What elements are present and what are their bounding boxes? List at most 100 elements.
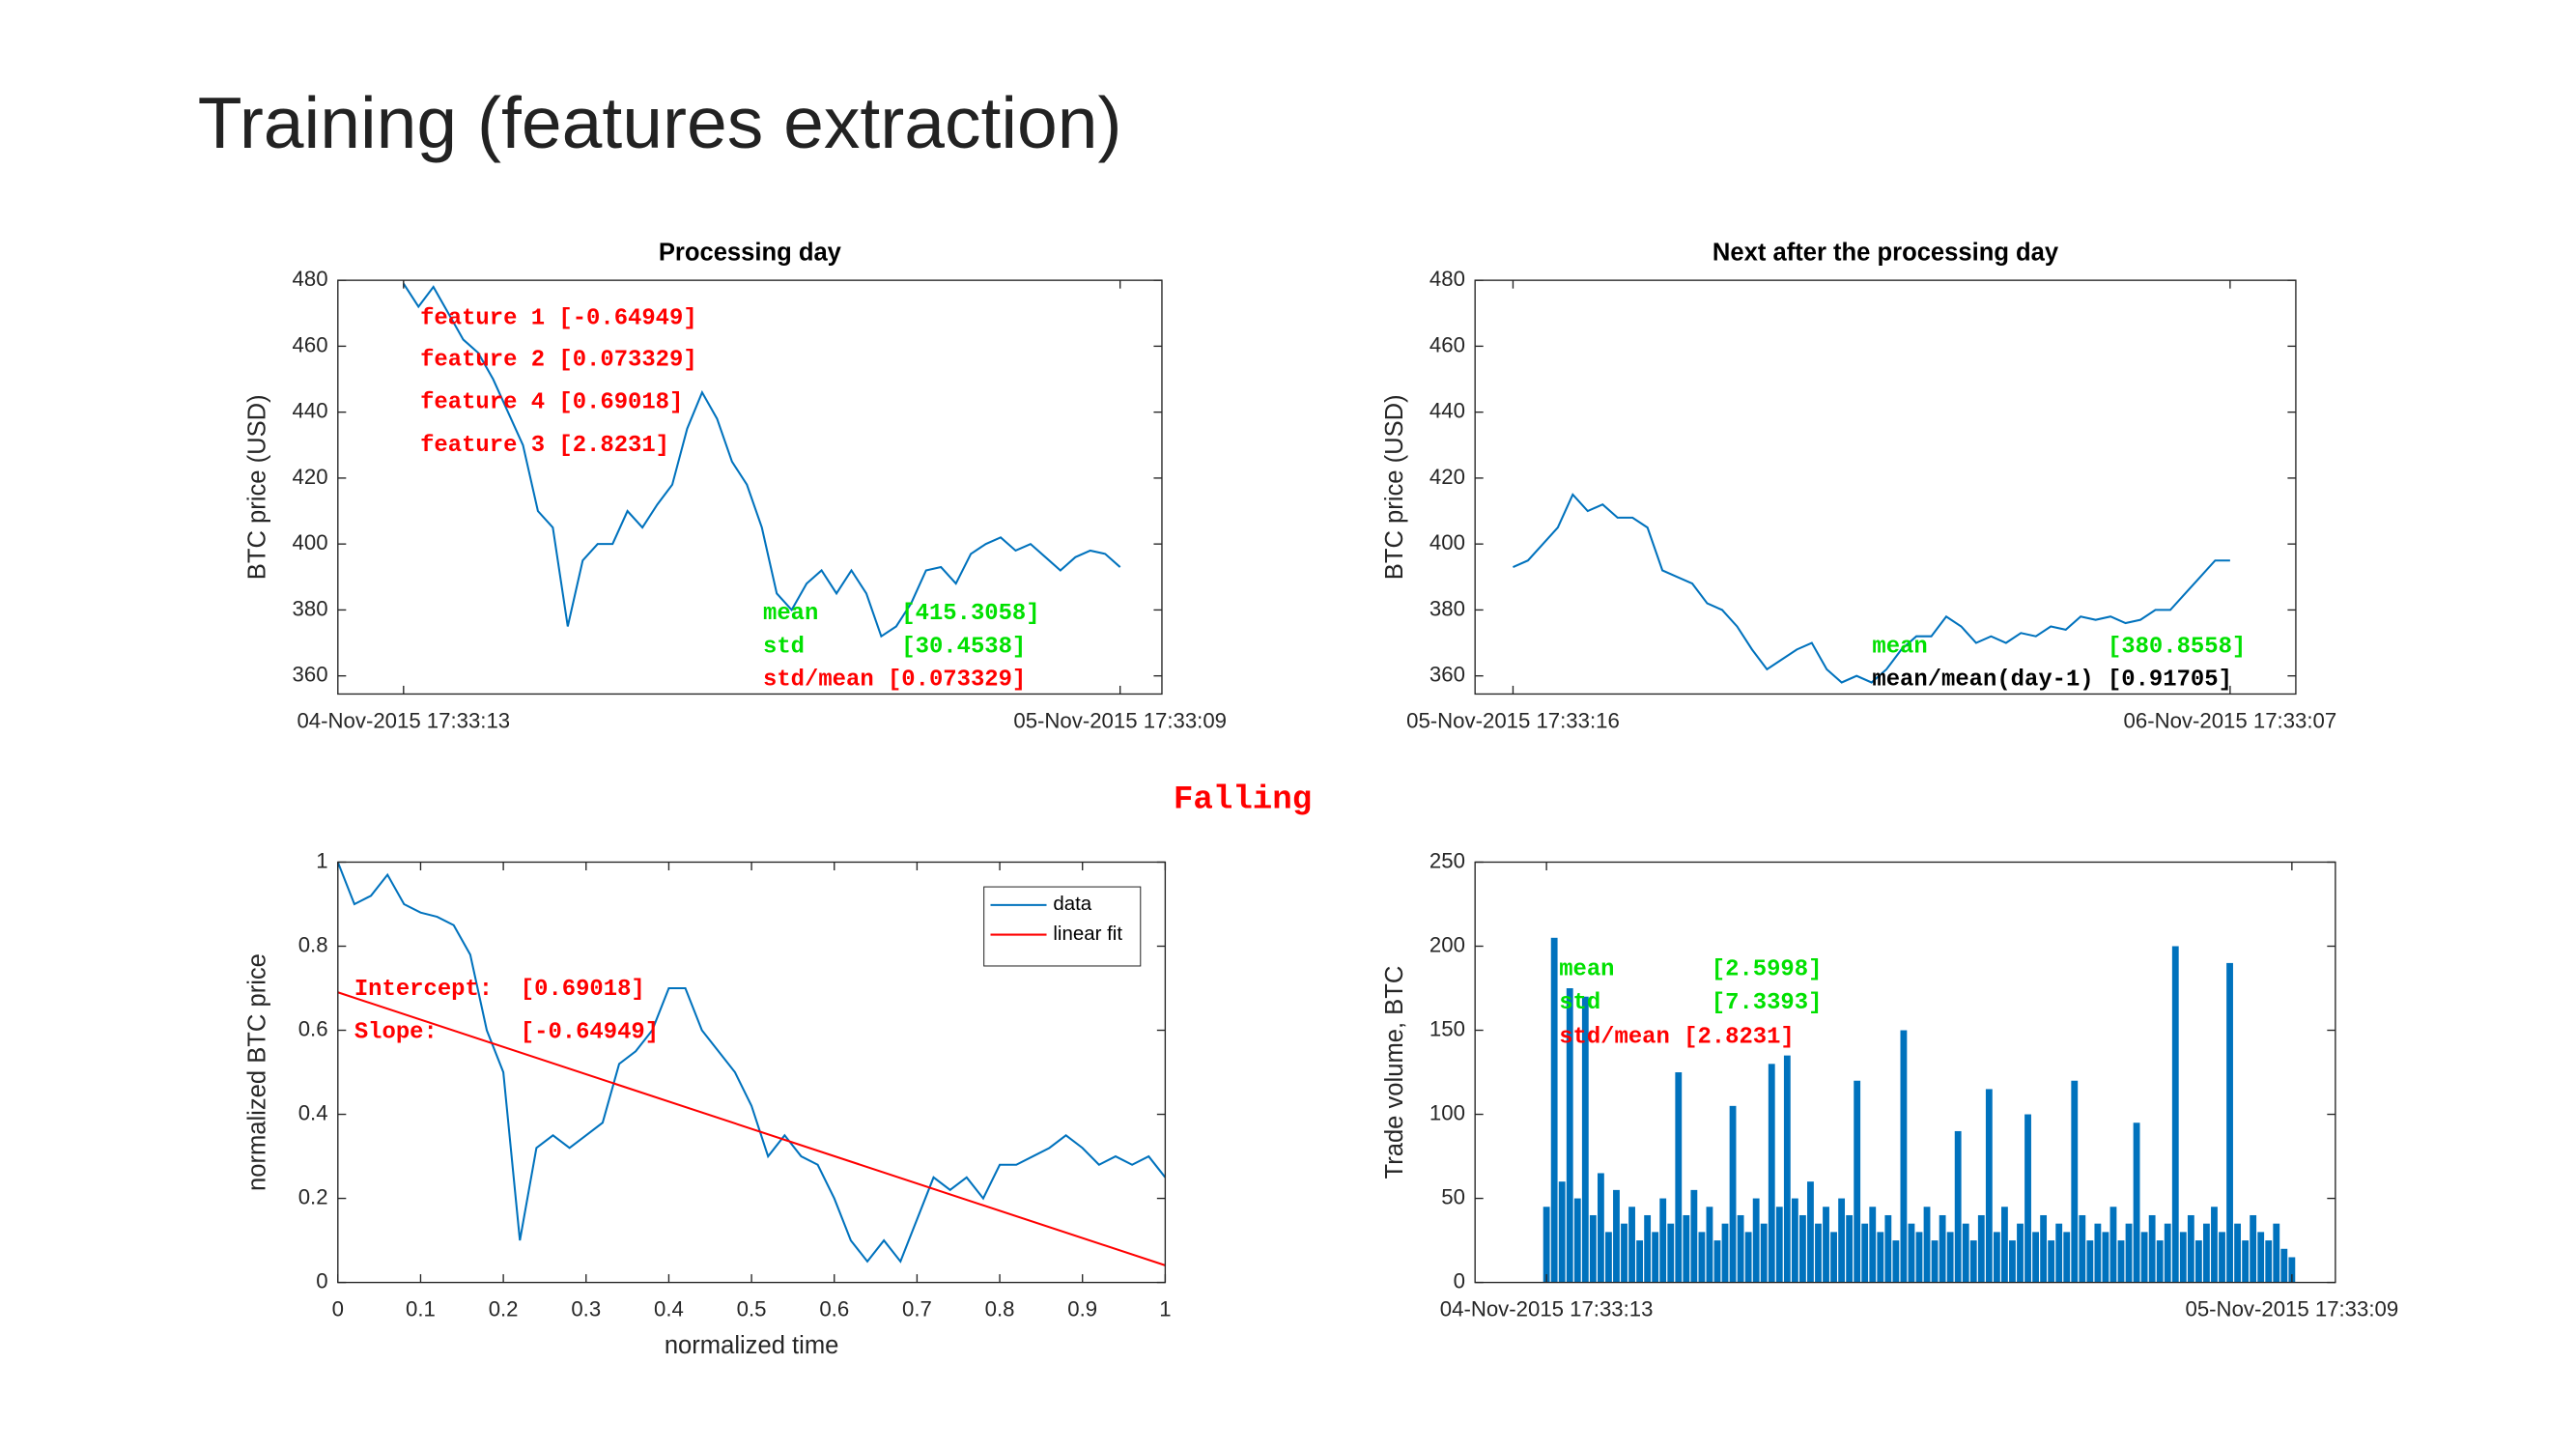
annotation: std [30.4538] [763, 634, 1026, 660]
y-tick-label: 480 [293, 267, 328, 291]
y-tick-label: 400 [293, 530, 328, 554]
volume-bar [1752, 1198, 1760, 1283]
volume-bar [1644, 1214, 1652, 1283]
x-axis-label: normalized time [665, 1332, 839, 1359]
y-tick-label: 50 [1441, 1184, 1465, 1208]
x-tick-label: 06-Nov-2015 17:33:07 [2124, 708, 2337, 732]
y-tick-label: 0.8 [298, 932, 328, 956]
volume-bar [1861, 1223, 1869, 1283]
annotation: std/mean [0.073329] [763, 667, 1026, 693]
volume-bar [2265, 1240, 2273, 1283]
chart: 0 50 100 150 200 250 04-Nov-2015 17:33:13 05-No… [1381, 848, 2398, 1321]
volume-bar [2187, 1214, 2194, 1283]
volume-bar [1713, 1240, 1721, 1283]
volume-bar [2094, 1223, 2102, 1283]
volume-bar [1798, 1214, 1806, 1283]
volume-bar [2211, 1207, 2218, 1283]
volume-bar [1760, 1223, 1768, 1283]
volume-bar [1636, 1240, 1644, 1283]
volume-bar [1791, 1198, 1798, 1283]
annotation: mean [2.5998] [1559, 957, 1822, 983]
annotation: feature 2 [0.073329] [420, 347, 697, 373]
volume-bar [1667, 1223, 1675, 1283]
x-tick-label: 04-Nov-2015 17:33:13 [297, 708, 510, 732]
volume-bar [1706, 1207, 1713, 1283]
volume-bar [2079, 1214, 2086, 1283]
annotation: std/mean [2.8231] [1559, 1025, 1795, 1051]
volume-bar [2234, 1223, 2241, 1283]
volume-bar [2156, 1240, 2164, 1283]
x-tick-label: 04-Nov-2015 17:33:13 [1440, 1296, 1654, 1321]
chart: 0 0.2 0.4 0.6 0.8 1 0 0.1 0.2 0.3 0.4 0.5 0.6 0.7 0.8 0… [244, 848, 1172, 1359]
volume-bar [1900, 1030, 1908, 1283]
volume-bar [1659, 1198, 1667, 1283]
annotation: feature 1 [-0.64949] [420, 306, 697, 332]
volume-bar [1628, 1207, 1635, 1283]
volume-bar [1652, 1232, 1659, 1283]
x-tick-label: 0.6 [819, 1296, 849, 1321]
x-tick-label: 1 [1159, 1296, 1171, 1321]
volume-bar [2032, 1232, 2039, 1283]
plot-area [337, 280, 1162, 695]
volume-bar [1721, 1223, 1729, 1283]
volume-bar [1877, 1232, 1884, 1283]
volume-bar [2086, 1240, 2094, 1283]
volume-bar [1558, 1181, 1566, 1283]
volume-bar [2288, 1257, 2296, 1283]
volume-bar [1807, 1181, 1814, 1283]
volume-bar [2257, 1232, 2265, 1283]
result-label: Falling [1174, 782, 1312, 819]
volume-bar [1946, 1232, 1954, 1283]
volume-bar [1962, 1223, 1969, 1283]
volume-bar [2280, 1248, 2288, 1283]
y-tick-label: 0 [316, 1268, 327, 1293]
volume-bar [2164, 1223, 2171, 1283]
annotation: mean [380.8558] [1872, 634, 2246, 660]
y-tick-label: 460 [1430, 332, 1465, 356]
volume-bar [2203, 1223, 2210, 1283]
volume-bar [1775, 1207, 1783, 1283]
volume-bar [1573, 1198, 1581, 1283]
x-tick-label: 0.5 [737, 1296, 767, 1321]
y-tick-label: 480 [1430, 267, 1465, 291]
volume-bar [2140, 1232, 2148, 1283]
volume-bar [1923, 1207, 1931, 1283]
volume-bar [2242, 1240, 2250, 1283]
volume-bar [1954, 1130, 1962, 1283]
y-tick-label: 0.2 [298, 1184, 328, 1208]
y-axis-label: Trade volume, BTC [1381, 966, 1408, 1179]
y-tick-label: 360 [293, 663, 328, 687]
y-tick-label: 420 [1430, 465, 1465, 489]
annotation: feature 4 [0.69018] [420, 390, 683, 416]
y-axis-label: normalized BTC price [244, 953, 271, 1191]
volume-bar [1815, 1223, 1822, 1283]
y-tick-label: 200 [1430, 932, 1465, 956]
slide-title: Training (features extraction) [198, 82, 1122, 163]
y-tick-label: 420 [293, 465, 328, 489]
volume-bar [2273, 1223, 2280, 1283]
volume-bar [1993, 1232, 2000, 1283]
volume-bar [1939, 1214, 1946, 1283]
y-tick-label: 0.6 [298, 1016, 328, 1040]
volume-bar [1977, 1214, 1985, 1283]
data-line [337, 991, 1166, 1266]
annotation: std [7.3393] [1559, 990, 1822, 1016]
axes-box [337, 279, 1163, 696]
volume-bar [1566, 988, 1573, 1283]
y-tick-label: 380 [293, 596, 328, 620]
volume-bar [1931, 1240, 1939, 1283]
x-tick-label: 0.7 [902, 1296, 932, 1321]
volume-bar [1869, 1207, 1877, 1283]
volume-bar [2226, 962, 2233, 1283]
y-tick-label: 460 [293, 332, 328, 356]
volume-bar [1543, 1207, 1550, 1283]
volume-bar [1737, 1214, 1744, 1283]
volume-bar [2171, 946, 2179, 1283]
y-tick-label: 440 [1430, 399, 1465, 423]
volume-bar [1613, 1189, 1620, 1283]
volume-bar [1846, 1214, 1854, 1283]
data-line [402, 282, 1121, 639]
volume-bar [1783, 1055, 1791, 1283]
x-tick-label: 0.8 [985, 1296, 1015, 1321]
